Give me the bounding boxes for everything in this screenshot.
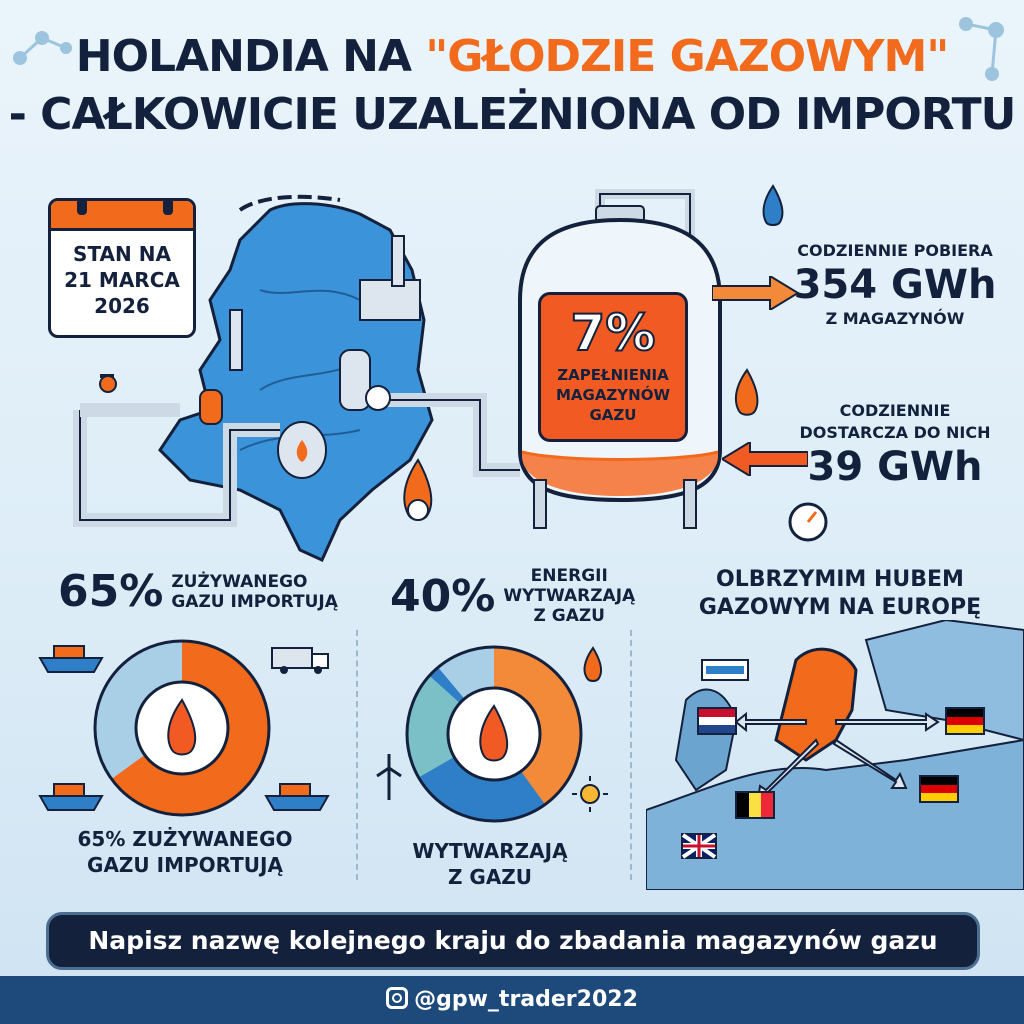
flame-icon	[583, 646, 603, 682]
daily-inflow-value: 39 GWh	[807, 444, 983, 490]
social-handle[interactable]: @gpw_trader2022	[0, 984, 1024, 1016]
calendar-line-1: STAN NA	[73, 242, 171, 266]
title-accent: "GŁODZIE GAZOWYM"	[425, 31, 949, 82]
ship-icon	[264, 783, 330, 811]
flame-icon	[734, 368, 759, 416]
donut-import-segment	[96, 642, 268, 814]
page-title: HOLANDIA NA "GŁODZIE GAZOWYM" - CAŁKOWIC…	[0, 28, 1024, 144]
import-donut-chart	[93, 639, 271, 817]
netherlands-highlight	[774, 647, 858, 762]
energy-stat-heading: 40% ENERGII WYTWARZAJĄ Z GAZU	[390, 566, 636, 626]
calendar-line-2: 21 MARCA	[64, 268, 180, 292]
molecule-icon	[13, 31, 72, 65]
title-line-1: HOLANDIA NA "GŁODZIE GAZOWYM"	[75, 31, 949, 82]
footer-band	[0, 976, 1024, 1024]
molecule-icon	[959, 17, 1004, 81]
call-to-action-banner: Napisz nazwę kolejnego kraju do zbadania…	[46, 912, 980, 970]
daily-outflow-value: 354 GWh	[793, 262, 997, 308]
donut-gas-segment	[408, 648, 580, 820]
energy-caption: WYTWARZAJĄ Z GAZU	[412, 839, 568, 889]
outflow-arrow-icon	[712, 276, 798, 310]
ship-icon	[38, 783, 104, 811]
netherlands-map-illustration	[73, 194, 520, 562]
daily-inflow-stat: CODZIENNIE DOSTARCZA DO NICH 39 GWh	[782, 400, 1008, 490]
sun-icon	[572, 776, 608, 812]
flame-icon	[762, 184, 784, 226]
section-divider	[356, 630, 358, 880]
daily-outflow-stat: CODZIENNIE POBIERA 354 GWh Z MAGAZYNÓW	[782, 240, 1008, 330]
section-divider	[630, 630, 632, 880]
truck-icon	[271, 647, 329, 674]
ship-icon	[38, 645, 104, 673]
inflow-arrow-icon	[722, 442, 808, 476]
energy-percent: 40%	[390, 570, 496, 622]
import-stat-heading: 65% ZUŻYWANEGO GAZU IMPORTUJĄ	[58, 566, 338, 617]
storage-fill-percent: 7%	[570, 303, 657, 363]
uk-shape	[674, 688, 738, 792]
wind-turbine-icon	[376, 754, 402, 800]
europe-map-illustration	[646, 620, 1024, 890]
storage-fill-label: 7% ZAPEŁNIENIA MAGAZYNÓW GAZU	[538, 292, 688, 442]
flame-icon	[403, 458, 433, 521]
import-caption: 65% ZUŻYWANEGO GAZU IMPORTUJĄ	[77, 827, 293, 877]
gauge-icon	[788, 502, 828, 542]
energy-donut-chart	[405, 645, 583, 823]
import-percent: 65%	[58, 566, 164, 617]
title-line-2: - CAŁKOWICIE UZALEŻNIONA OD IMPORTU	[8, 89, 1017, 140]
instagram-icon	[386, 987, 409, 1009]
hub-heading: OLBRZYMIM HUBEM GAZOWYM NA EUROPĘ	[698, 567, 982, 620]
calendar-line-3: 2026	[94, 294, 150, 318]
date-calendar: STAN NA 21 MARCA 2026	[48, 198, 196, 338]
